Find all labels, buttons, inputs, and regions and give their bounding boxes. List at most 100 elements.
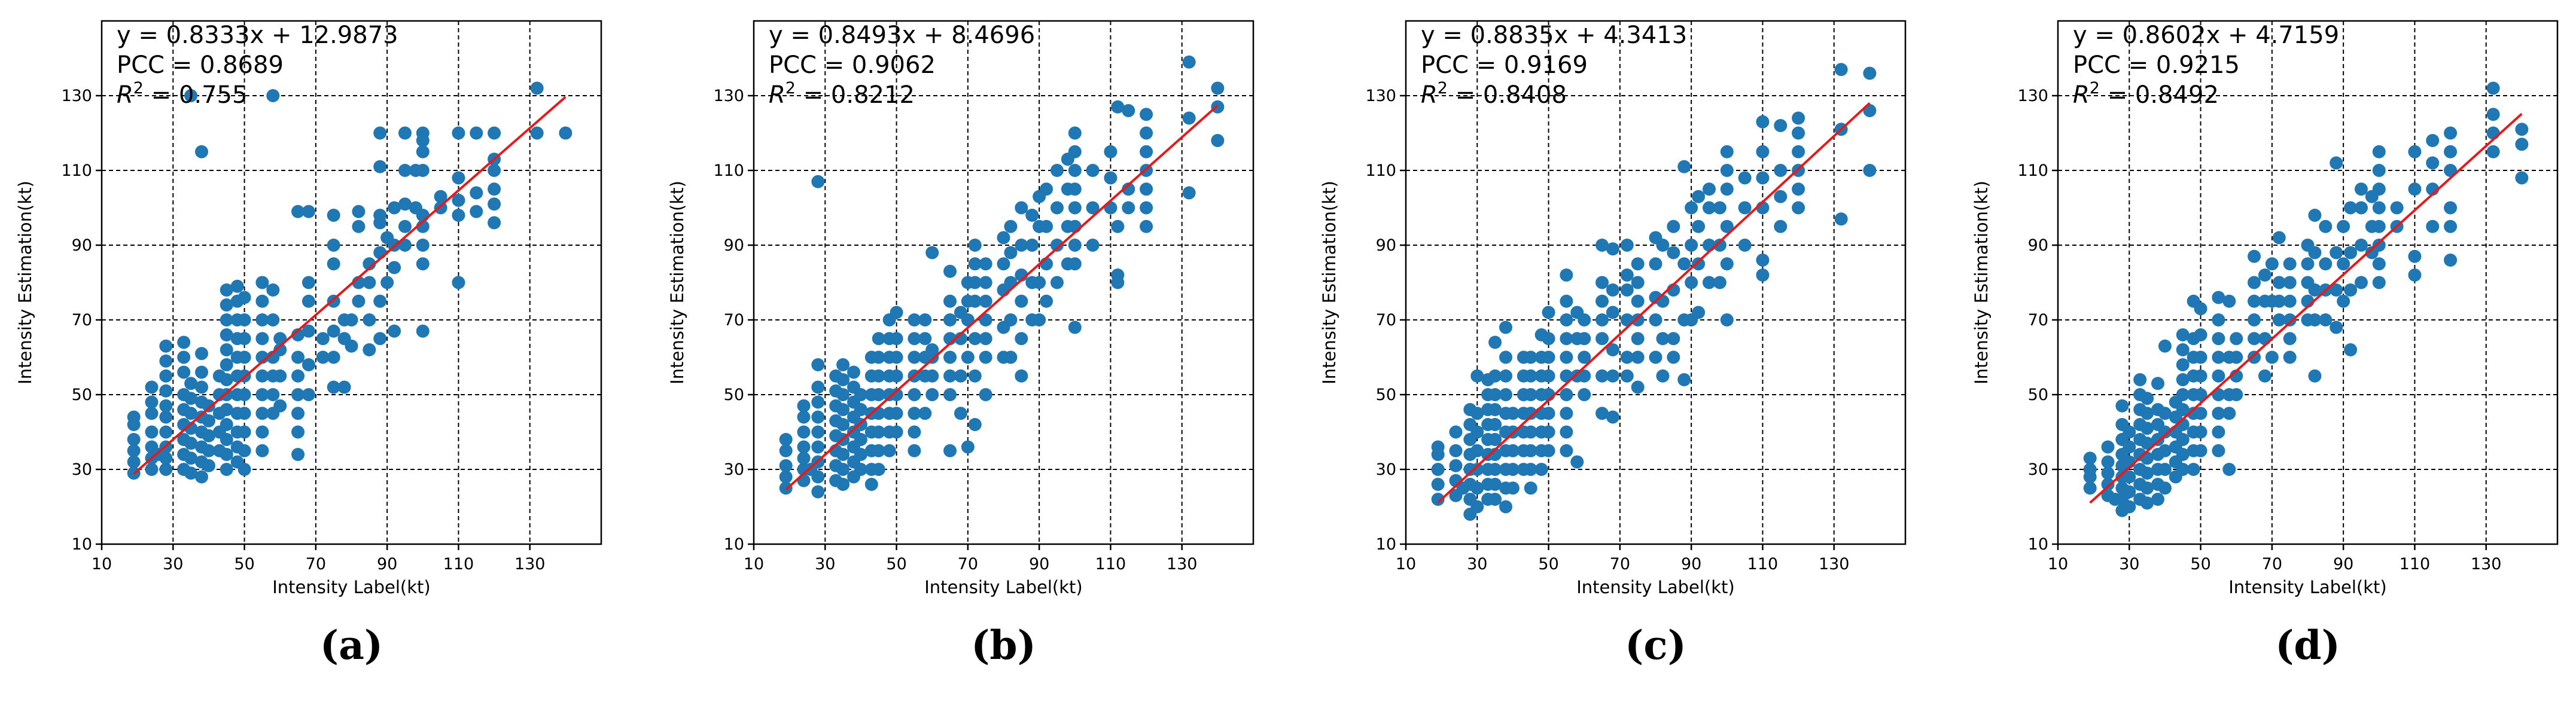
data-point <box>872 444 885 457</box>
data-point <box>195 145 208 158</box>
y-tick-label: 110 <box>713 161 744 180</box>
data-point <box>872 463 885 476</box>
y-tick-label: 110 <box>2017 161 2048 180</box>
data-point <box>979 350 992 364</box>
r2-exponent: 2 <box>1438 79 1448 97</box>
data-point <box>1677 257 1691 271</box>
data-point <box>2258 268 2271 282</box>
data-point <box>811 440 825 454</box>
data-point <box>184 392 198 405</box>
data-point <box>872 350 885 364</box>
data-point <box>470 126 483 140</box>
data-point <box>1606 410 1619 424</box>
x-tick-label: 110 <box>1095 555 1126 573</box>
data-point <box>159 451 173 465</box>
data-point <box>2372 239 2386 252</box>
data-point <box>1620 369 1634 383</box>
pcc-text: PCC = 0.8689 <box>117 51 284 79</box>
y-tick-label: 30 <box>2028 460 2048 479</box>
data-point <box>811 175 825 188</box>
x-axis-label: Intensity Label(kt) <box>272 577 430 597</box>
data-point <box>1040 219 1053 233</box>
data-point <box>255 425 269 439</box>
data-point <box>398 126 412 140</box>
data-point <box>255 332 269 346</box>
data-point <box>237 332 251 346</box>
data-point <box>968 369 982 383</box>
data-point <box>398 164 412 177</box>
data-point <box>398 239 412 252</box>
data-point <box>2158 481 2172 495</box>
y-tick-label: 130 <box>61 87 92 105</box>
data-point <box>1578 369 1591 383</box>
data-point <box>2194 388 2207 401</box>
data-point <box>416 126 430 140</box>
data-point <box>2265 350 2279 364</box>
r2-text: R2 = 0.8408 <box>1421 79 1567 109</box>
data-point <box>530 81 544 95</box>
data-point <box>1560 388 1573 401</box>
x-tick-label: 30 <box>815 555 835 573</box>
data-point <box>2330 156 2343 170</box>
data-point <box>1792 182 1805 196</box>
data-point <box>327 239 340 252</box>
data-point <box>220 283 233 297</box>
data-point <box>2123 470 2136 484</box>
data-point <box>145 380 159 394</box>
pcc-text: PCC = 0.9215 <box>2073 51 2240 79</box>
data-point <box>882 444 896 457</box>
data-point <box>1649 257 1662 271</box>
data-point <box>145 463 159 476</box>
data-point <box>363 313 376 326</box>
data-point <box>1140 219 1153 233</box>
data-point <box>954 332 967 346</box>
data-point <box>1713 201 1727 215</box>
data-point <box>291 407 305 420</box>
data-point <box>2344 246 2358 260</box>
data-point <box>2248 249 2261 263</box>
data-point <box>1470 425 1484 439</box>
r2-symbol: R <box>769 81 785 109</box>
data-point <box>1068 164 1082 177</box>
data-point <box>1015 332 1028 346</box>
data-point <box>1470 500 1484 514</box>
data-point <box>854 403 867 416</box>
data-point <box>1578 388 1591 401</box>
data-point <box>1104 201 1118 215</box>
data-point <box>1834 212 1848 226</box>
data-point <box>943 369 957 383</box>
data-point <box>2283 257 2297 271</box>
x-tick-label: 50 <box>886 555 906 573</box>
data-point <box>1431 463 1445 476</box>
data-point <box>1792 145 1805 158</box>
r2-value: = 0.755 <box>144 81 247 109</box>
data-point <box>1595 407 1609 420</box>
data-point <box>811 395 825 409</box>
data-point <box>2344 201 2358 215</box>
data-point <box>797 474 811 487</box>
data-point <box>1524 388 1537 401</box>
data-point <box>925 388 939 401</box>
data-point <box>2283 332 2297 346</box>
data-point <box>2444 254 2458 267</box>
y-tick-label: 50 <box>724 386 744 404</box>
data-point <box>811 410 825 424</box>
data-point <box>1560 313 1573 326</box>
x-tick-label: 70 <box>306 555 326 573</box>
data-point <box>1140 145 1153 158</box>
y-axis-label: Intensity Estimation(kt) <box>1971 181 1992 384</box>
data-point <box>1667 332 1680 346</box>
data-point <box>2151 377 2164 390</box>
data-point <box>836 478 850 491</box>
panel-caption: (d) <box>2275 622 2340 669</box>
data-point <box>2344 343 2358 356</box>
data-point <box>2283 313 2297 326</box>
data-point <box>388 201 401 215</box>
data-point <box>202 429 215 442</box>
data-point <box>1040 294 1053 308</box>
data-point <box>1211 134 1225 147</box>
data-point <box>908 350 921 364</box>
data-point <box>1499 388 1512 401</box>
r2-value: = 0.8408 <box>1448 81 1567 109</box>
